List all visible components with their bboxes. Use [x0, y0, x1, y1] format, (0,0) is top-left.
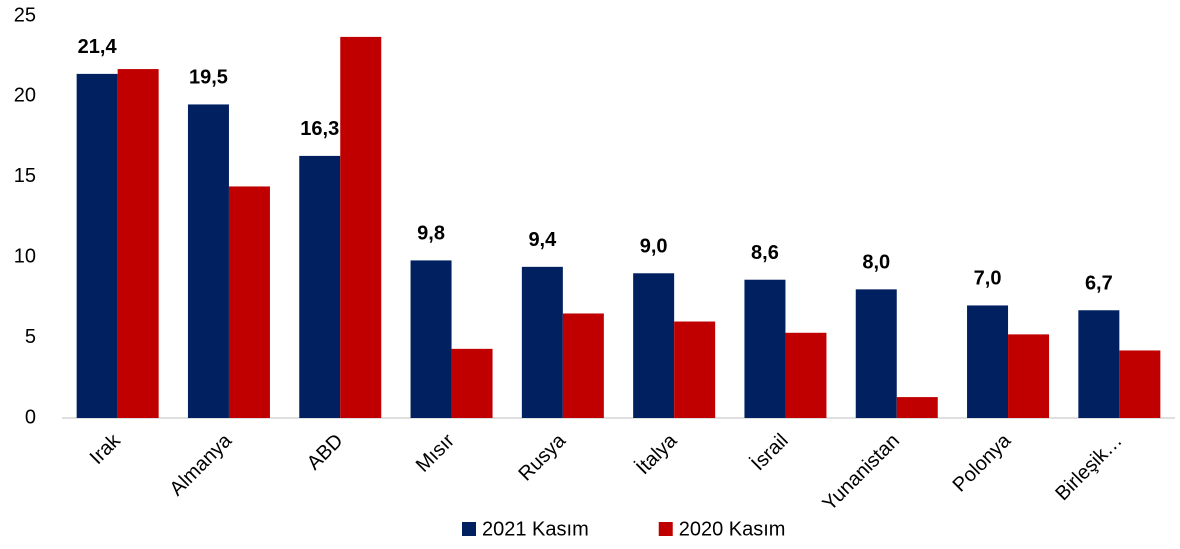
bar — [896, 397, 938, 418]
bar — [228, 186, 270, 418]
x-tick-label: Irak — [86, 429, 126, 469]
legend-label: 2020 Kasım — [679, 518, 786, 540]
bar — [1078, 310, 1120, 418]
bar — [855, 289, 897, 418]
bar — [340, 36, 382, 419]
x-tick-label: İtalya — [631, 428, 682, 479]
y-tick-label: 15 — [14, 165, 36, 187]
bar — [674, 321, 716, 418]
data-label: 8,0 — [862, 252, 890, 274]
legend-swatch — [462, 522, 476, 536]
y-tick-label: 25 — [14, 4, 36, 26]
data-label: 9,0 — [640, 236, 668, 258]
x-tick-label: İsrail — [747, 429, 793, 475]
bar — [451, 348, 493, 418]
x-tick-label: ABD — [303, 430, 348, 475]
bar — [187, 104, 229, 418]
x-tick-label: Polonya — [949, 429, 1016, 496]
bar — [967, 305, 1009, 418]
x-tick-label: Birleşik… — [1051, 430, 1126, 505]
y-tick-label: 0 — [25, 406, 36, 428]
bar — [562, 313, 604, 418]
data-label: 9,8 — [417, 223, 445, 245]
data-label: 19,5 — [189, 67, 228, 89]
data-label: 21,4 — [78, 36, 118, 58]
y-tick-label: 10 — [14, 245, 36, 267]
bar — [633, 273, 675, 418]
legend-swatch — [658, 522, 673, 536]
bar — [744, 279, 786, 418]
x-tick-label: Rusya — [514, 429, 570, 485]
bar — [785, 332, 827, 418]
data-label: 16,3 — [300, 118, 339, 140]
x-tick-label: Yunanistan — [818, 430, 904, 516]
bar — [1119, 350, 1161, 418]
bar — [117, 69, 159, 419]
data-label: 8,6 — [751, 242, 779, 264]
y-tick-label: 20 — [14, 85, 36, 107]
bar — [299, 155, 341, 418]
bar — [410, 260, 452, 418]
y-tick-label: 5 — [25, 326, 36, 348]
bar — [1008, 334, 1050, 418]
data-label: 7,0 — [974, 268, 1002, 290]
bar — [76, 73, 118, 418]
x-tick-label: Almanya — [166, 429, 237, 500]
legend-label: 2021 Kasım — [482, 518, 589, 540]
bar — [521, 266, 563, 418]
data-label: 9,4 — [528, 229, 557, 251]
x-tick-label: Mısır — [412, 429, 459, 476]
data-label: 6,7 — [1085, 273, 1113, 295]
